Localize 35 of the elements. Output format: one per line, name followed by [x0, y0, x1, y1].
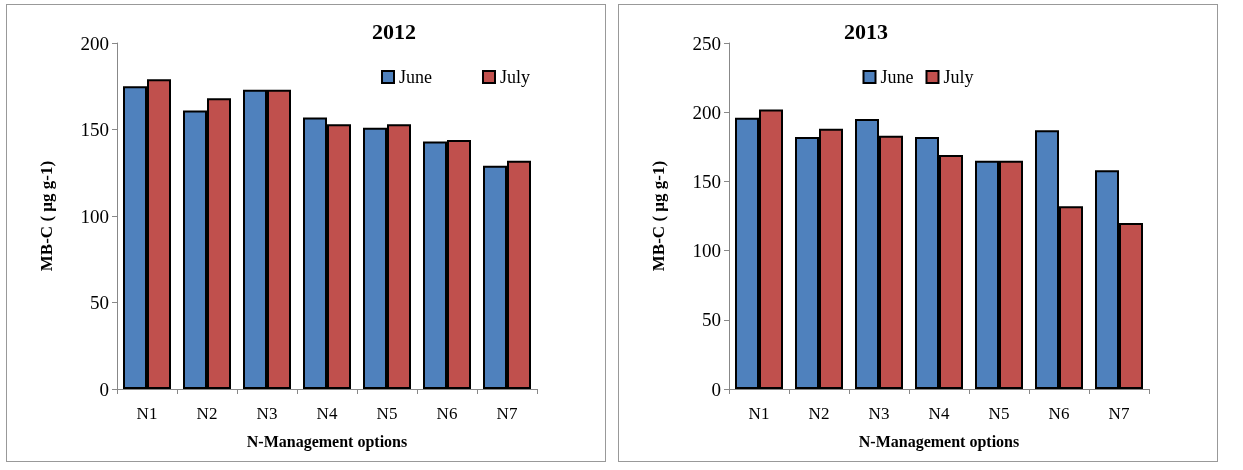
y-tick-label: 250 [692, 32, 721, 54]
y-tick-label: 150 [692, 170, 721, 192]
x-tick-label: N7 [1108, 404, 1130, 423]
x-tick-label: N4 [316, 404, 338, 423]
y-tick-label: 200 [692, 101, 721, 123]
chart-title: 2013 [844, 18, 888, 44]
x-tick-label: N5 [376, 404, 398, 423]
y-tick-label: 150 [80, 119, 109, 140]
y-tick-label: 50 [90, 292, 109, 313]
x-tick-label: N1 [748, 404, 770, 423]
x-tick-label: N3 [868, 404, 890, 423]
x-axis-title: N-Management options [858, 432, 1020, 451]
legend-label: June [880, 67, 914, 87]
legend-label: July [943, 67, 974, 87]
x-tick-label: N3 [256, 404, 278, 423]
x-tick-label: N7 [496, 404, 518, 423]
y-tick-label: 100 [80, 205, 109, 227]
y-tick-label: 50 [702, 309, 721, 331]
x-tick-label: N2 [808, 404, 830, 423]
x-tick-label: N6 [436, 404, 458, 423]
x-axis-title: N-Management options [246, 432, 408, 451]
y-tick-label: 100 [692, 240, 721, 262]
y-axis-title: MB-C ( µg g-1) [649, 160, 668, 272]
chart-title: 2012 [372, 18, 416, 44]
y-tick-label: 200 [80, 32, 109, 54]
x-tick-label: N5 [988, 404, 1010, 423]
legend-label: June [399, 67, 432, 87]
x-tick-label: N2 [196, 404, 218, 423]
y-tick-label: 0 [99, 378, 109, 400]
legend-label: July [499, 67, 531, 87]
y-tick-label: 0 [711, 378, 721, 400]
x-tick-label: N6 [1048, 404, 1070, 423]
x-tick-label: N1 [136, 404, 158, 423]
y-axis-title: MB-C ( µg g-1) [37, 160, 56, 272]
x-tick-label: N4 [928, 404, 950, 423]
